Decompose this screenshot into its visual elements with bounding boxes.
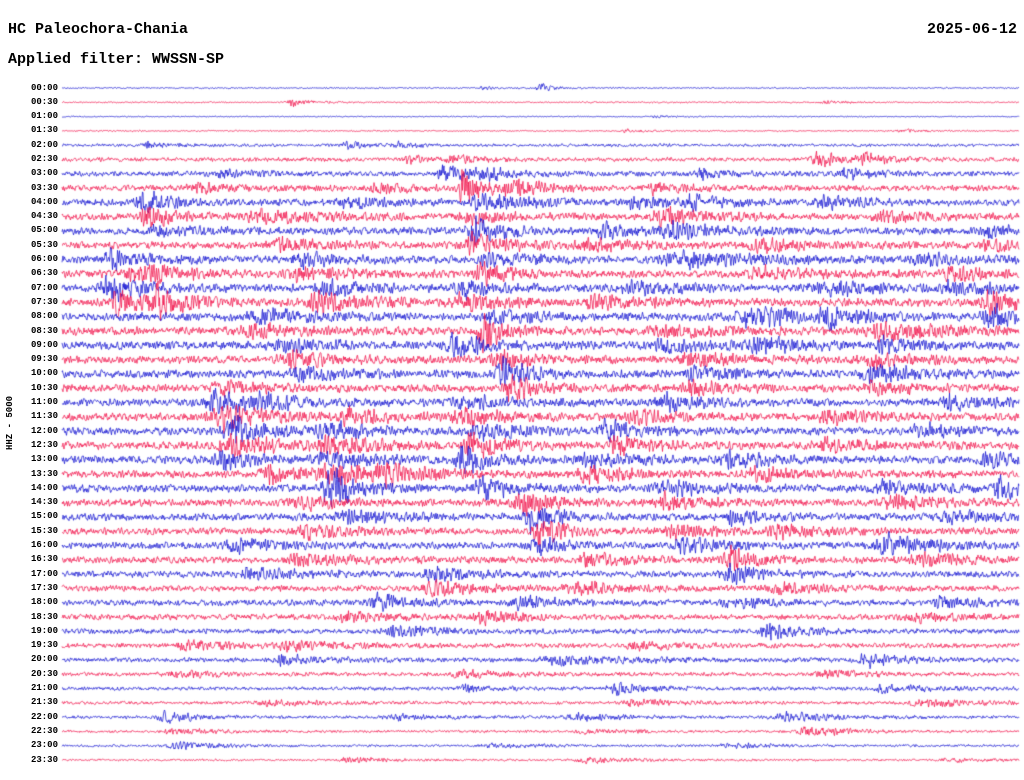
trace-time-label: 02:00 — [30, 139, 58, 150]
trace-time-label: 06:00 — [30, 254, 58, 265]
trace-time-label: 00:00 — [30, 82, 58, 93]
trace-time-label: 19:30 — [30, 640, 58, 651]
trace-time-label: 05:30 — [30, 239, 58, 250]
trace-time-label: 20:00 — [30, 654, 58, 665]
trace-time-label: 10:30 — [30, 382, 58, 393]
trace-time-label: 14:30 — [30, 497, 58, 508]
trace-time-label: 04:30 — [30, 211, 58, 222]
trace-time-label: 10:00 — [30, 368, 58, 379]
time-axis: 00:00 00:30 01:00 01:30 02:00 02:30 03:00 03:30… — [0, 0, 60, 780]
trace-time-label: 18:00 — [30, 597, 58, 608]
trace-time-label: 15:30 — [30, 525, 58, 536]
trace-time-label: 12:00 — [30, 425, 58, 436]
trace-time-label: 14:00 — [30, 482, 58, 493]
trace-time-label: 15:00 — [30, 511, 58, 522]
trace-time-label: 11:00 — [30, 397, 58, 408]
trace-time-label: 22:30 — [30, 725, 58, 736]
trace-time-label: 07:30 — [30, 296, 58, 307]
trace-time-label: 23:00 — [30, 740, 58, 751]
trace-time-label: 18:30 — [30, 611, 58, 622]
trace-time-label: 07:00 — [30, 282, 58, 293]
trace-time-label: 06:30 — [30, 268, 58, 279]
trace-time-label: 19:00 — [30, 625, 58, 636]
trace-time-label: 20:30 — [30, 668, 58, 679]
trace-time-label: 08:30 — [30, 325, 58, 336]
trace-time-label: 13:00 — [30, 454, 58, 465]
trace-time-label: 23:30 — [30, 754, 58, 765]
trace-time-label: 09:00 — [30, 339, 58, 350]
trace-time-label: 12:30 — [30, 439, 58, 450]
trace-time-label: 16:00 — [30, 540, 58, 551]
trace-time-label: 03:30 — [30, 182, 58, 193]
date-label: 2025-06-12 — [926, 21, 1017, 38]
trace-time-label: 13:30 — [30, 468, 58, 479]
trace-time-label: 05:00 — [30, 225, 58, 236]
trace-time-label: 04:00 — [30, 196, 58, 207]
station-title: HC Paleochora-Chania — [8, 21, 189, 38]
trace-time-label: 21:00 — [30, 683, 58, 693]
trace-time-label: 02:30 — [30, 153, 58, 164]
trace-time-label: 11:30 — [30, 411, 58, 422]
trace-time-label: 01:30 — [30, 125, 58, 136]
trace-time-label: 08:00 — [30, 311, 58, 322]
trace-time-label: 09:30 — [30, 354, 58, 365]
trace-time-label: 22:00 — [30, 711, 58, 722]
trace-time-label: 00:30 — [30, 96, 58, 107]
trace-time-label: 21:30 — [30, 697, 58, 708]
trace-time-label: 17:00 — [30, 568, 58, 579]
filter-label: Applied filter: WWSSN-SP — [8, 51, 225, 68]
trace-time-label: 03:00 — [30, 168, 58, 179]
trace-time-label: 16:30 — [30, 554, 58, 565]
trace-time-label: 17:30 — [30, 582, 58, 593]
trace-time-label: 01:00 — [30, 111, 58, 122]
